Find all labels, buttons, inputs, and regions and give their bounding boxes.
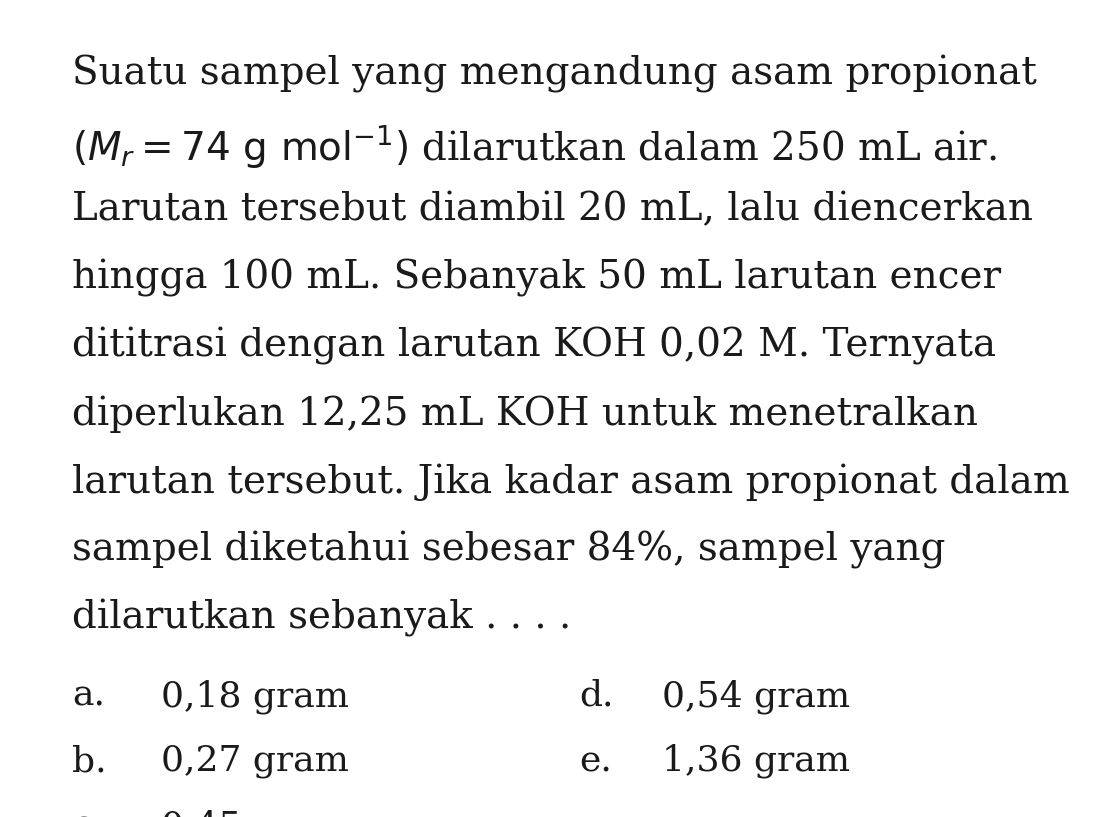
Text: d.: d. <box>579 679 613 713</box>
Text: c.: c. <box>72 809 105 817</box>
Text: 0,18 gram: 0,18 gram <box>161 679 349 713</box>
Text: larutan tersebut. Jika kadar asam propionat dalam: larutan tersebut. Jika kadar asam propio… <box>72 463 1070 501</box>
Text: sampel diketahui sebesar 84%, sampel yang: sampel diketahui sebesar 84%, sampel yan… <box>72 531 946 569</box>
Text: 0,27 gram: 0,27 gram <box>161 744 349 778</box>
Text: diperlukan 12,25 mL KOH untuk menetralkan: diperlukan 12,25 mL KOH untuk menetralka… <box>72 395 978 432</box>
Text: Larutan tersebut diambil 20 mL, lalu diencerkan: Larutan tersebut diambil 20 mL, lalu die… <box>72 191 1033 228</box>
Text: 0,45 gram: 0,45 gram <box>161 809 349 817</box>
Text: dititrasi dengan larutan KOH 0,02 M. Ternyata: dititrasi dengan larutan KOH 0,02 M. Ter… <box>72 327 996 365</box>
Text: e.: e. <box>579 744 612 778</box>
Text: b.: b. <box>72 744 107 778</box>
Text: $(M_r = 74\ \mathrm{g\ mol^{-1}})$ dilarutkan dalam 250 mL air.: $(M_r = 74\ \mathrm{g\ mol^{-1}})$ dilar… <box>72 123 997 170</box>
Text: Suatu sampel yang mengandung asam propionat: Suatu sampel yang mengandung asam propio… <box>72 55 1037 93</box>
Text: hingga 100 mL. Sebanyak 50 mL larutan encer: hingga 100 mL. Sebanyak 50 mL larutan en… <box>72 259 1002 297</box>
Text: dilarutkan sebanyak . . . .: dilarutkan sebanyak . . . . <box>72 599 572 637</box>
Text: 0,54 gram: 0,54 gram <box>662 679 850 713</box>
Text: a.: a. <box>72 679 106 713</box>
Text: 1,36 gram: 1,36 gram <box>662 744 850 779</box>
